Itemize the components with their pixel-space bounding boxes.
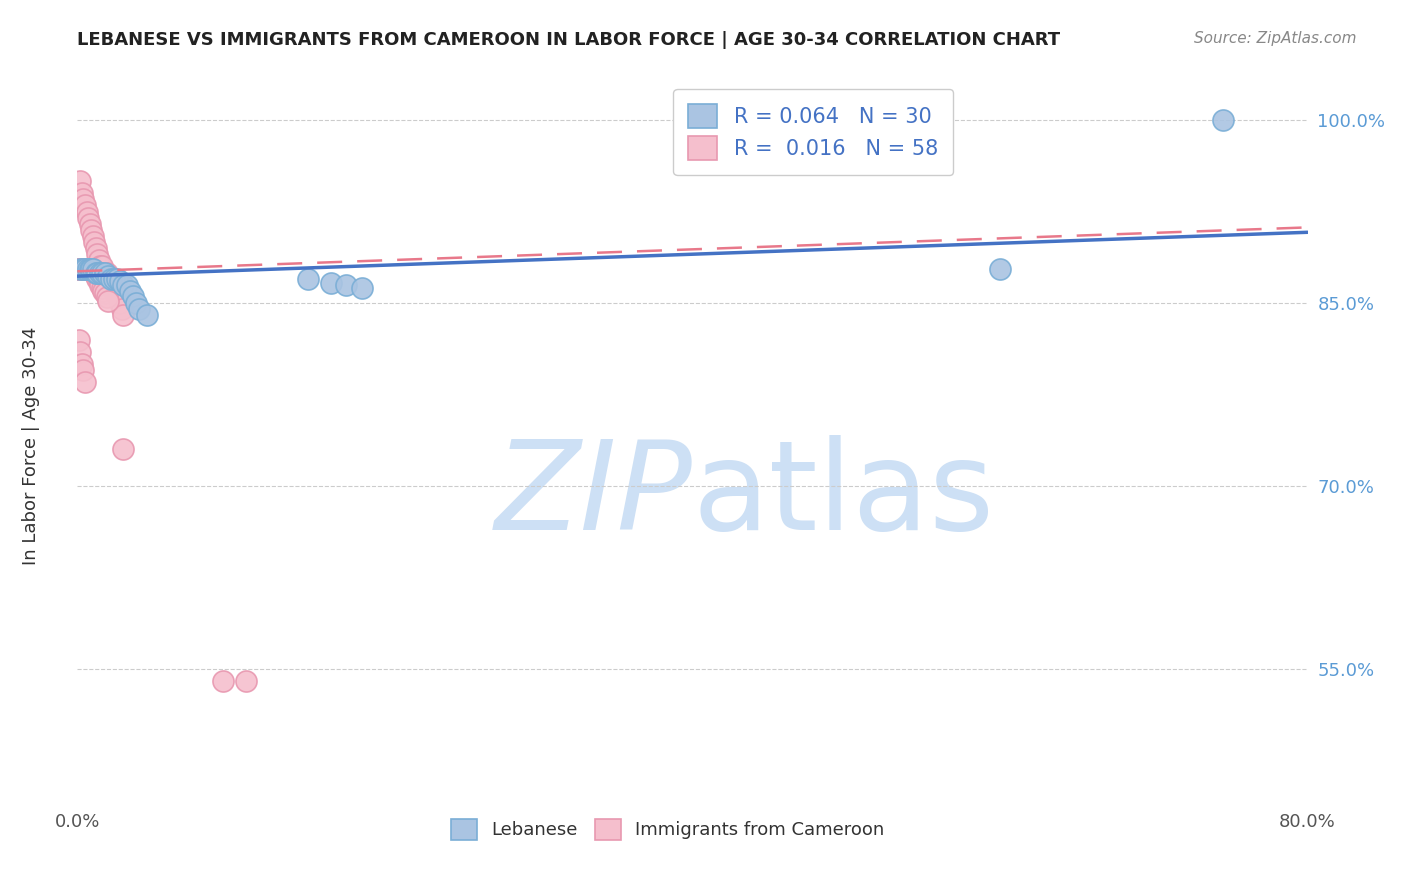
Point <box>1212 113 1234 128</box>
Point <box>79 261 101 276</box>
Point <box>89 277 111 292</box>
Point <box>96 265 118 279</box>
Point <box>350 281 373 295</box>
Point <box>76 261 98 276</box>
Point <box>94 265 117 279</box>
Point <box>83 235 105 249</box>
Point <box>67 333 90 347</box>
Point <box>90 281 114 295</box>
Point <box>67 261 90 276</box>
Point <box>72 261 94 276</box>
Text: atlas: atlas <box>693 435 994 556</box>
Point <box>72 363 94 377</box>
Point <box>988 261 1011 276</box>
Point <box>297 271 319 285</box>
Point <box>101 281 124 295</box>
Point <box>97 271 120 285</box>
Point <box>72 192 94 206</box>
Point <box>80 261 103 276</box>
Point <box>82 261 104 276</box>
Point <box>84 265 107 279</box>
Point <box>112 277 135 292</box>
Point <box>93 265 115 279</box>
Point <box>89 265 111 279</box>
Point <box>104 286 127 301</box>
Point <box>72 261 94 276</box>
Point <box>96 290 118 304</box>
Point <box>84 269 107 284</box>
Point <box>82 228 104 243</box>
Point <box>79 261 101 276</box>
Text: Source: ZipAtlas.com: Source: ZipAtlas.com <box>1194 31 1357 46</box>
Point <box>135 308 157 322</box>
Point <box>70 261 93 276</box>
Point <box>73 261 96 276</box>
Point <box>77 261 100 276</box>
Legend: Lebanese, Immigrants from Cameroon: Lebanese, Immigrants from Cameroon <box>443 810 893 848</box>
Point <box>121 288 143 302</box>
Point <box>110 274 132 288</box>
Point <box>73 376 96 390</box>
Point <box>335 277 357 292</box>
Point <box>89 260 111 274</box>
Point <box>128 301 150 317</box>
Point <box>80 261 103 276</box>
Text: LEBANESE VS IMMIGRANTS FROM CAMEROON IN LABOR FORCE | AGE 30-34 CORRELATION CHAR: LEBANESE VS IMMIGRANTS FROM CAMEROON IN … <box>77 31 1060 49</box>
Point <box>84 241 107 255</box>
Point <box>86 247 108 261</box>
Point <box>108 290 131 304</box>
Point <box>76 204 98 219</box>
Point <box>100 271 122 285</box>
Point <box>112 308 135 322</box>
Point <box>212 673 235 688</box>
Point <box>83 265 105 279</box>
Point <box>73 261 96 276</box>
Point <box>97 293 120 308</box>
Point <box>94 265 117 279</box>
Point <box>112 442 135 457</box>
Point <box>118 284 141 298</box>
Point <box>82 261 104 276</box>
Point <box>125 296 148 310</box>
Point <box>103 284 125 298</box>
Point <box>115 277 138 292</box>
Point <box>67 261 90 276</box>
Point <box>80 223 103 237</box>
Point <box>235 673 257 688</box>
Point <box>319 277 342 291</box>
Text: ZIP: ZIP <box>495 435 693 556</box>
Point <box>79 217 101 231</box>
Point <box>69 261 91 276</box>
Point <box>94 286 117 301</box>
Point <box>111 301 134 317</box>
Point <box>70 357 93 371</box>
Point <box>87 253 110 268</box>
Point <box>90 265 114 279</box>
Point <box>69 261 91 276</box>
Point <box>105 288 128 302</box>
Point <box>100 277 122 292</box>
Point <box>93 284 115 298</box>
Point <box>73 198 96 212</box>
Text: In Labor Force | Age 30-34: In Labor Force | Age 30-34 <box>22 326 39 566</box>
Point <box>77 261 100 276</box>
Point <box>77 211 100 225</box>
Point <box>70 186 93 201</box>
Point <box>69 344 91 359</box>
Point <box>97 269 120 284</box>
Point <box>86 265 108 279</box>
Point <box>87 274 110 288</box>
Point <box>103 271 125 285</box>
Point <box>86 271 108 285</box>
Point <box>105 271 128 285</box>
Point <box>69 174 91 188</box>
Point <box>98 271 121 285</box>
Point <box>90 260 114 274</box>
Point <box>110 296 132 310</box>
